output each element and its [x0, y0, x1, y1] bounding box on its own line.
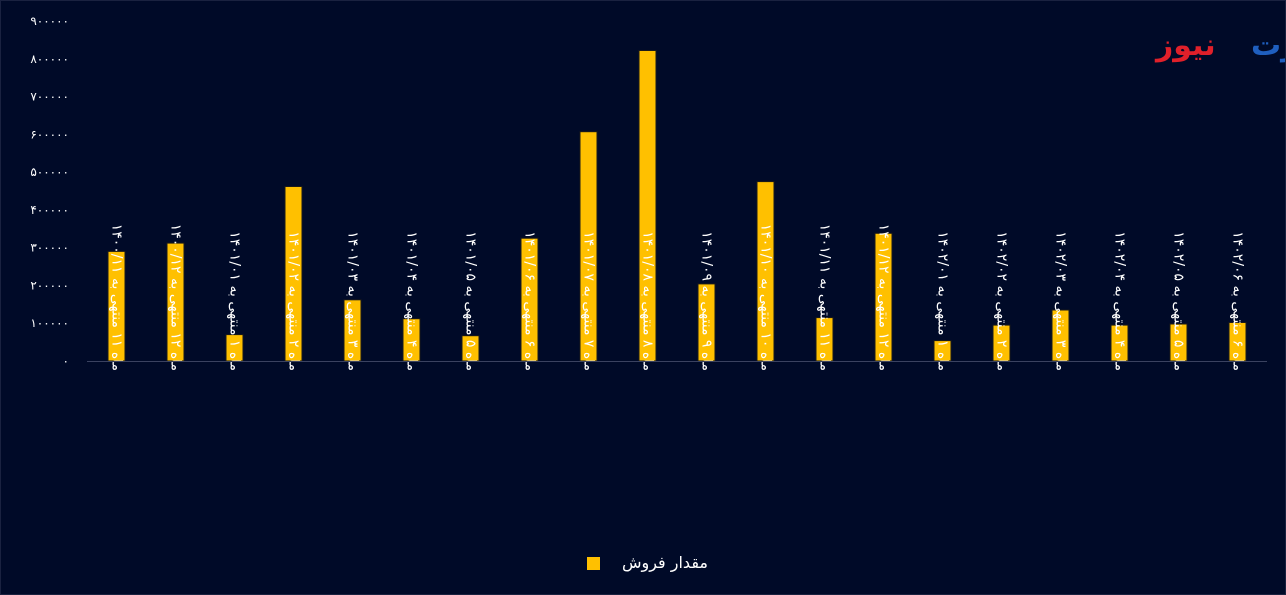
legend-swatch: [587, 557, 600, 570]
y-tick-label: ۰: [63, 354, 69, 368]
x-tick-label: ماه ۲ منتهی به ۱۴۰۱/۰۲: [286, 231, 302, 371]
x-tick-label: ماه ۴ منتهی به ۱۴۰۱/۰۴: [404, 231, 420, 371]
x-tick-label: ماه ۱۲ منتهی به ۱۴۰۱/۱۲: [876, 224, 892, 371]
x-tick-label: ماه ۳ منتهی به ۱۴۰۱/۰۳: [345, 231, 361, 371]
x-tick-label: ماه ۱ منتهی به ۱۴۰۲/۰۱: [935, 231, 951, 371]
x-tick-label: ماه ۶ منتهی به ۱۴۰۲/۰۶: [1230, 231, 1246, 371]
x-tick-label: ماه ۱ منتهی به ۱۴۰۱/۰۱: [227, 231, 243, 371]
x-tick-label: ماه ۵ منتهی به ۱۴۰۲/۰۵: [1171, 231, 1187, 371]
x-tick-label: ماه ۹ منتهی به ۱۴۰۱/۰۹: [699, 231, 715, 371]
x-tick-label: ماه ۱۱ منتهی به ۱۴۰۰/۱۱: [109, 224, 125, 371]
logo-text-tejarat: تجارت: [1251, 28, 1285, 63]
y-tick-label: ۲۰۰۰۰۰: [30, 278, 69, 292]
x-tick-label: ماه ۱۰ منتهی به ۱۴۰۱/۱۰: [758, 224, 774, 371]
logo-text-news: نیوز: [1154, 28, 1216, 63]
y-tick-label: ۷۰۰۰۰۰: [30, 90, 69, 104]
x-tick-label: ماه ۳ منتهی به ۱۴۰۲/۰۳: [1053, 231, 1069, 371]
y-tick-label: ۱۰۰۰۰۰: [30, 316, 69, 330]
x-tick-label: ماه ۲ منتهی به ۱۴۰۲/۰۲: [994, 231, 1010, 371]
x-tick-label: ماه ۷ منتهی به ۱۴۰۱/۰۷: [581, 231, 597, 371]
legend-label: مقدار فروش: [622, 553, 708, 573]
bars: [107, 50, 1247, 362]
y-axis: ۰ ۱۰۰۰۰۰ ۲۰۰۰۰۰ ۳۰۰۰۰۰ ۴۰۰۰۰۰ ۵۰۰۰۰۰ ۶۰۰۰۰۰ ۷۰۰…: [30, 14, 69, 368]
y-tick-label: ۶۰۰۰۰۰: [30, 127, 69, 141]
x-tick-label: ماه ۱۲ منتهی به ۱۴۰۰/۱۲: [168, 224, 184, 371]
legend: مقدار فروش: [587, 553, 708, 573]
y-tick-label: ۳۰۰۰۰۰: [30, 241, 69, 255]
x-tick-label: ماه ۸ منتهی به ۱۴۰۱/۰۸: [640, 231, 656, 371]
x-tick-label: ماه ۵ منتهی به ۱۴۰۱/۰۵: [463, 231, 479, 371]
x-axis: ماه ۱۱ منتهی به ۱۴۰۰/۱۱ ماه ۱۲ منتهی به ۱…: [109, 224, 1246, 371]
x-tick-label: ماه ۶ منتهی به ۱۴۰۱/۰۶: [522, 231, 538, 371]
y-tick-label: ۹۰۰۰۰۰: [30, 14, 69, 28]
logo: تجارت نیوز: [1154, 28, 1285, 63]
y-tick-label: ۵۰۰۰۰۰: [30, 165, 69, 179]
y-tick-label: ۴۰۰۰۰۰: [30, 203, 69, 217]
y-tick-label: ۸۰۰۰۰۰: [30, 52, 69, 66]
x-tick-label: ماه ۴ منتهی به ۱۴۰۲/۰۴: [1112, 231, 1128, 371]
x-tick-label: ماه ۱۱ منتهی به ۱۴۰۱/۱۱: [817, 224, 833, 371]
